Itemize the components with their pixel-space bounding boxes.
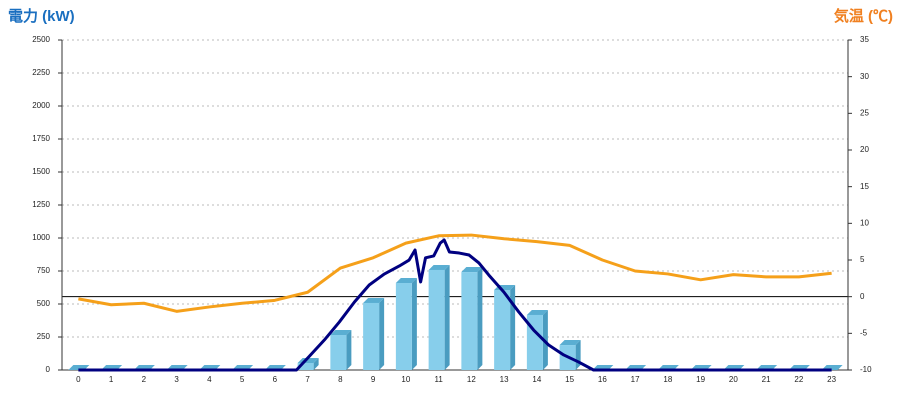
bar [330,335,347,370]
bar-top [461,267,483,273]
y-tick-label: 1750 [32,134,50,143]
bar [297,363,314,370]
y2-tick-label: 15 [860,182,869,191]
y-tick-label: 2250 [32,68,50,77]
x-tick-label: 15 [565,375,574,384]
y2-tick-label: -5 [860,328,868,337]
bar-top [330,330,352,336]
x-tick-label: 17 [631,375,640,384]
bar-top [428,264,450,270]
x-tick-label: 16 [598,375,607,384]
x-tick-label: 12 [467,375,476,384]
bar-side [346,330,352,370]
x-tick-label: 22 [794,375,803,384]
x-tick-label: 1 [109,375,114,384]
y2-tick-label: 10 [860,218,869,227]
y-axis-title: 電力 (kW) [8,7,75,25]
x-tick-label: 2 [142,375,147,384]
x-tick-label: 8 [338,375,343,384]
y-tick-label: 750 [37,266,51,275]
bar [461,272,478,370]
y-tick-label: 0 [46,365,51,374]
x-tick-label: 10 [401,375,410,384]
y2-tick-label: 0 [860,292,865,301]
y-tick-label: 1250 [32,200,50,209]
x-tick-label: 19 [696,375,705,384]
bar [428,269,445,370]
x-tick-label: 18 [663,375,672,384]
bar-top [395,278,417,284]
x-tick-label: 0 [76,375,81,384]
x-tick-label: 7 [305,375,310,384]
x-tick-label: 3 [174,375,179,384]
bar-side [313,358,319,370]
y2-tick-label: 20 [860,145,869,154]
x-tick-label: 14 [532,375,541,384]
x-tick-label: 11 [434,375,443,384]
y2-axis-title: 気温 (℃) [834,7,893,25]
temperature-line [78,233,832,313]
bar-top [363,297,385,303]
x-tick-label: 20 [729,375,738,384]
x-tick-label: 23 [827,375,836,384]
bar-side [444,264,450,370]
bar-side [575,340,581,370]
bar-side [477,267,483,370]
power-line [78,238,832,372]
y2-tick-label: 30 [860,72,869,81]
y-tick-label: 250 [37,332,51,341]
x-tick-label: 13 [500,375,509,384]
x-tick-label: 21 [762,375,771,384]
y-tick-label: 2000 [32,101,50,110]
bar [395,283,412,370]
x-tick-label: 5 [240,375,245,384]
bar [363,302,380,370]
bar [494,290,511,370]
y-tick-label: 1000 [32,233,50,242]
x-tick-label: 6 [273,375,278,384]
bar-side [411,278,417,370]
y2-tick-label: 25 [860,108,869,117]
y2-tick-label: 5 [860,255,865,264]
bar-side [510,285,516,370]
y-tick-label: 2500 [32,35,50,44]
x-tick-label: 4 [207,375,212,384]
y-tick-label: 1500 [32,167,50,176]
y-tick-label: 500 [37,299,51,308]
x-tick-label: 9 [371,375,376,384]
bar-side [379,297,385,370]
y2-tick-label: -10 [860,365,872,374]
y2-tick-label: 35 [860,35,869,44]
bar-top [559,340,581,346]
bar-top [526,309,548,315]
